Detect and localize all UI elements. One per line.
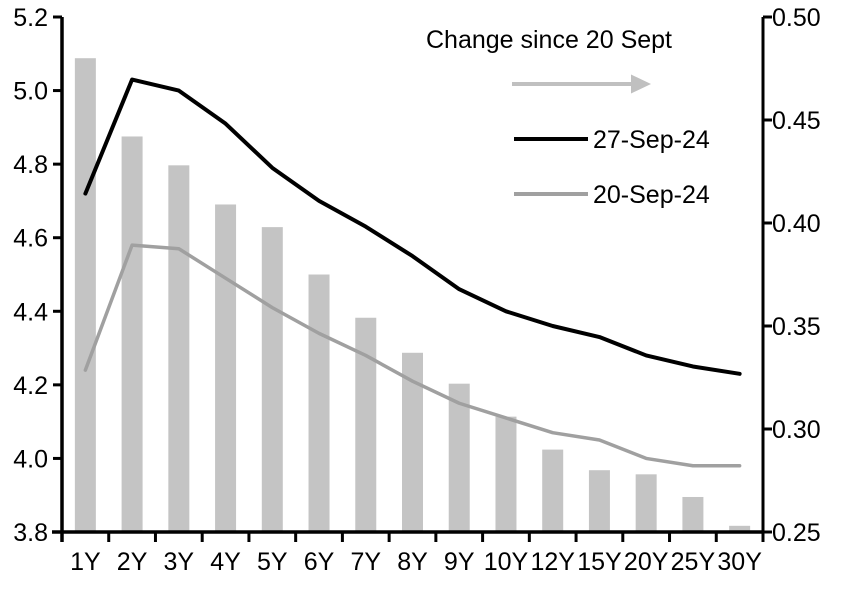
bar-change-since-20-sept (542, 449, 564, 532)
x-axis-tick-label: 20Y (624, 548, 669, 576)
x-axis-tick-label: 3Y (164, 548, 195, 576)
left-axis-tick-label: 4.2 (13, 372, 48, 400)
bar-change-since-20-sept (402, 352, 423, 532)
legend-label-27-sep: 27-Sep-24 (593, 126, 710, 154)
x-axis-tick-label: 25Y (671, 548, 716, 576)
x-axis-tick-label: 7Y (350, 548, 381, 576)
x-axis-tick-label: 12Y (530, 548, 575, 576)
left-axis-tick-label: 4.4 (13, 298, 48, 326)
bar-change-since-20-sept (682, 496, 704, 532)
x-axis-tick-label: 30Y (717, 548, 762, 576)
bar-change-since-20-sept (168, 165, 190, 532)
bar-change-since-20-sept (355, 317, 377, 532)
left-axis-tick-label: 4.6 (13, 225, 48, 253)
left-axis-tick-label: 5.0 (13, 78, 48, 106)
bar-change-since-20-sept (308, 274, 330, 532)
x-axis-tick-label: 2Y (117, 548, 148, 576)
bar-change-since-20-sept (448, 383, 470, 532)
legend-title: Change since 20 Sept (426, 26, 672, 54)
x-axis-tick-label: 8Y (397, 548, 428, 576)
x-axis-tick-label: 9Y (444, 548, 475, 576)
right-axis-tick-label: 0.50 (772, 4, 821, 32)
series-line-27-sep-24 (83, 77, 742, 376)
x-axis-tick-label: 4Y (210, 548, 241, 576)
bar-change-since-20-sept (215, 204, 237, 532)
change-arrow-icon (512, 74, 651, 94)
bar-change-since-20-sept (74, 58, 96, 532)
left-axis-tick-label: 4.0 (13, 445, 48, 473)
left-axis-tick-label: 5.2 (13, 4, 48, 32)
right-axis-tick-label: 0.40 (772, 210, 821, 238)
right-axis-tick-label: 0.35 (772, 313, 821, 341)
x-axis-tick-label: 6Y (304, 548, 335, 576)
x-axis-tick-label: 1Y (70, 548, 101, 576)
bar-change-since-20-sept (261, 227, 283, 532)
series-line-20-sep-24 (83, 243, 742, 468)
x-axis-tick-label: 15Y (577, 548, 622, 576)
left-axis-tick-label: 4.8 (13, 151, 48, 179)
right-axis-tick-label: 0.30 (772, 416, 821, 444)
legend: Change since 20 Sept 27-Sep-24 20-Sep-24 (426, 26, 710, 209)
legend-label-20-sep: 20-Sep-24 (593, 181, 710, 209)
right-axis-tick-label: 0.45 (772, 107, 821, 135)
x-axis-tick-label: 10Y (484, 548, 529, 576)
x-axis-tick-label: 5Y (257, 548, 288, 576)
right-axis-tick-label: 0.25 (772, 519, 821, 547)
bar-change-since-20-sept (635, 474, 657, 532)
left-axis-tick-label: 3.8 (13, 519, 48, 547)
bar-change-since-20-sept (588, 470, 610, 532)
bar-change-since-20-sept (495, 416, 517, 532)
bar-change-since-20-sept (121, 136, 143, 533)
bar-change-since-20-sept (729, 525, 751, 532)
plot-area: 5.2 5.0 4.8 4.6 4.4 4.2 4.0 3.8 0.50 0.45 0.40 0.35… (13, 4, 820, 576)
